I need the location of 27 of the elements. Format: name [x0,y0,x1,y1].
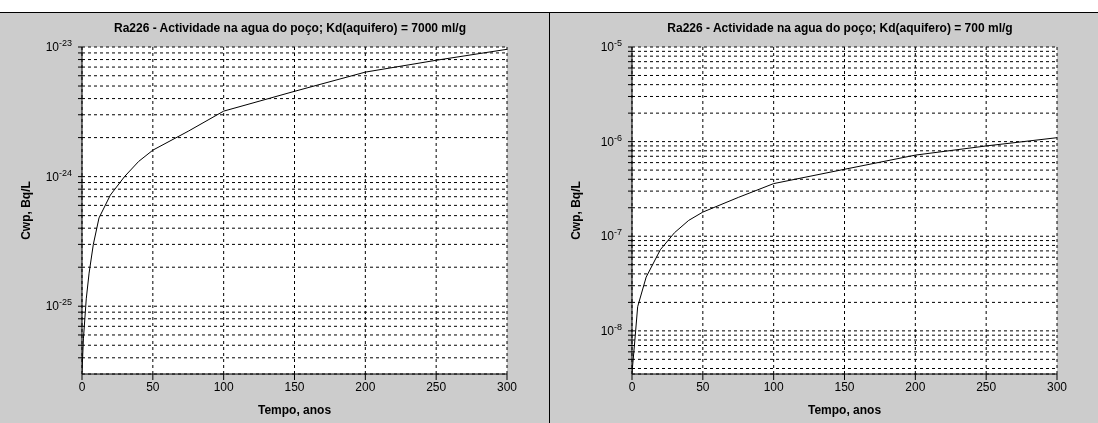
x-tick-label: 300 [496,379,518,394]
x-tick-label: 0 [628,379,636,394]
x-tick-label: 150 [834,379,855,394]
y-axis-title: Cwp, Bq/L [569,181,584,240]
y-tick-label: 10$^{-5}$ [600,38,622,54]
y-tick-label: 10$^{-7}$ [600,227,622,244]
chart-title: Ra226 - Actividade na agua do poço; Kd(aquifero) = 7000 ml/g [113,21,467,35]
y-tick-label: 10$^{-23}$ [45,38,72,54]
x-tick-label: 150 [284,379,305,394]
x-tick-label: 200 [355,379,376,394]
y-tick-label: 10$^{-8}$ [600,321,622,338]
x-tick-label: 100 [213,379,234,394]
x-tick-label: 50 [696,379,710,394]
x-tick-label: 100 [763,379,784,394]
x-axis-title: Tempo, anos [257,403,332,417]
x-tick-label: 250 [426,379,447,394]
x-tick-label: 200 [905,379,926,394]
y-tick-label: 10$^{-6}$ [600,132,622,149]
x-tick-label: 0 [78,379,86,394]
y-axis-title: Cwp, Bq/L [19,181,34,240]
y-tick-label: 10$^{-24}$ [45,167,72,184]
y-tick-label: 10$^{-25}$ [45,297,72,314]
chart-title: Ra226 - Actividade na agua do poço; Kd(aquifero) = 700 ml/g [666,21,1014,35]
x-tick-label: 300 [1046,379,1068,394]
x-tick-label: 250 [976,379,997,394]
x-tick-label: 50 [146,379,160,394]
x-axis-title: Tempo, anos [807,403,882,417]
